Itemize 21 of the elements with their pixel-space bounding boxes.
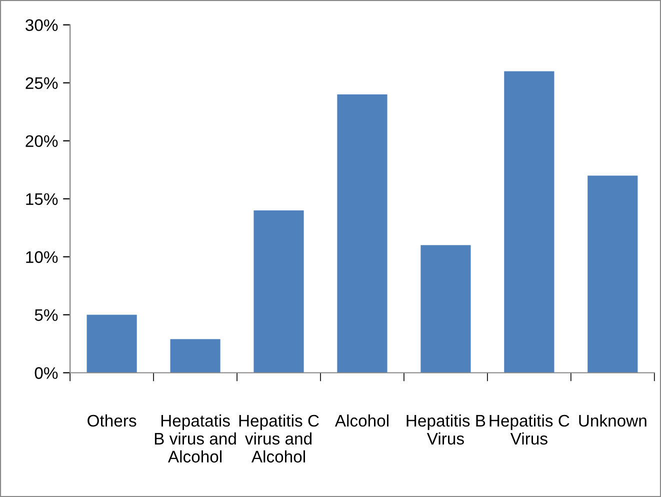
bar xyxy=(337,94,388,373)
x-tick-label: Hepatitis C Virus xyxy=(490,414,570,445)
y-tick-label: 20% xyxy=(26,135,58,148)
x-tick-label: Hepatitis C virus and Alcohol xyxy=(239,414,319,463)
bar xyxy=(504,71,554,373)
bar xyxy=(254,210,304,373)
x-tick-label: Others xyxy=(88,414,136,427)
bar xyxy=(420,245,471,373)
x-tick-label: Alcohol xyxy=(334,414,388,427)
x-tick-label: Hepatatis B virus and Alcohol xyxy=(154,414,236,463)
y-tick-label: 10% xyxy=(26,251,58,263)
bar xyxy=(588,176,638,373)
x-tick-label: Unknown xyxy=(579,414,646,427)
y-tick-label: 25% xyxy=(26,77,58,90)
y-tick-label: 5% xyxy=(34,309,58,321)
y-tick-label: 0% xyxy=(34,367,58,379)
y-tick-label: 30% xyxy=(26,19,58,32)
y-tick-label: 15% xyxy=(26,193,58,206)
x-tick-label: Hepatitis B Virus xyxy=(406,414,486,445)
bar xyxy=(86,314,137,373)
bar xyxy=(170,339,220,373)
